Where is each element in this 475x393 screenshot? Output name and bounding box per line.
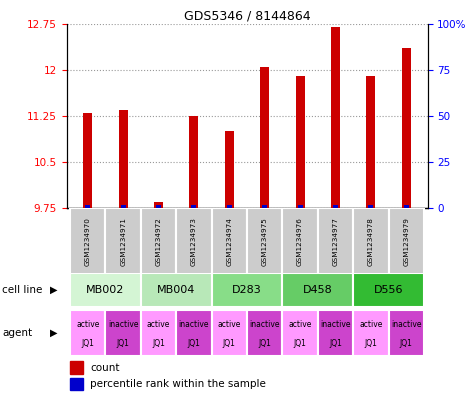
Bar — [331, 27, 340, 208]
Text: JQ1: JQ1 — [81, 338, 94, 347]
Bar — [298, 205, 303, 208]
Text: active: active — [147, 320, 170, 329]
Bar — [211, 208, 247, 275]
Bar — [70, 378, 83, 390]
Bar — [353, 208, 389, 275]
Bar — [353, 273, 424, 307]
Bar — [70, 208, 105, 275]
Text: ▶: ▶ — [50, 328, 57, 338]
Bar — [333, 205, 338, 208]
Bar — [86, 205, 90, 208]
Bar — [121, 205, 125, 208]
Text: cell line: cell line — [2, 285, 43, 295]
Bar — [247, 208, 283, 275]
Bar — [211, 273, 283, 307]
Bar — [262, 205, 267, 208]
Bar — [366, 76, 375, 208]
Text: GSM1234977: GSM1234977 — [332, 217, 339, 266]
Text: D556: D556 — [374, 285, 403, 295]
Bar — [119, 110, 128, 208]
Bar — [141, 273, 211, 307]
Text: D283: D283 — [232, 285, 262, 295]
Text: JQ1: JQ1 — [258, 338, 271, 347]
Bar — [191, 205, 196, 208]
Text: GSM1234971: GSM1234971 — [120, 217, 126, 266]
Text: GSM1234974: GSM1234974 — [226, 217, 232, 266]
Bar — [283, 273, 353, 307]
Bar — [260, 67, 269, 208]
Text: count: count — [90, 362, 120, 373]
Bar — [211, 310, 247, 356]
Bar — [176, 310, 211, 356]
Text: JQ1: JQ1 — [117, 338, 130, 347]
Bar — [156, 205, 161, 208]
Text: active: active — [218, 320, 241, 329]
Text: D458: D458 — [303, 285, 332, 295]
Text: GSM1234979: GSM1234979 — [403, 217, 409, 266]
Text: inactive: inactive — [249, 320, 280, 329]
Bar — [70, 310, 105, 356]
Bar — [70, 273, 141, 307]
Bar — [70, 361, 83, 373]
Text: GSM1234973: GSM1234973 — [191, 217, 197, 266]
Text: percentile rank within the sample: percentile rank within the sample — [90, 379, 266, 389]
Text: active: active — [76, 320, 99, 329]
Bar — [369, 205, 373, 208]
Bar — [227, 205, 232, 208]
Bar — [105, 208, 141, 275]
Text: inactive: inactive — [179, 320, 209, 329]
Bar — [283, 208, 318, 275]
Text: JQ1: JQ1 — [188, 338, 200, 347]
Text: JQ1: JQ1 — [400, 338, 413, 347]
Text: ▶: ▶ — [50, 285, 57, 295]
Text: inactive: inactive — [108, 320, 138, 329]
Text: JQ1: JQ1 — [329, 338, 342, 347]
Text: GSM1234978: GSM1234978 — [368, 217, 374, 266]
Text: JQ1: JQ1 — [294, 338, 306, 347]
Title: GDS5346 / 8144864: GDS5346 / 8144864 — [184, 9, 310, 22]
Text: active: active — [359, 320, 382, 329]
Text: GSM1234970: GSM1234970 — [85, 217, 91, 266]
Text: MB004: MB004 — [157, 285, 195, 295]
Bar — [141, 208, 176, 275]
Text: GSM1234976: GSM1234976 — [297, 217, 303, 266]
Bar — [353, 310, 389, 356]
Bar — [283, 310, 318, 356]
Text: inactive: inactive — [320, 320, 351, 329]
Text: inactive: inactive — [391, 320, 421, 329]
Text: JQ1: JQ1 — [364, 338, 377, 347]
Bar — [389, 208, 424, 275]
Bar — [402, 48, 411, 208]
Text: MB002: MB002 — [86, 285, 124, 295]
Bar — [389, 310, 424, 356]
Text: JQ1: JQ1 — [152, 338, 165, 347]
Text: active: active — [288, 320, 312, 329]
Bar — [404, 205, 408, 208]
Bar — [318, 208, 353, 275]
Bar — [190, 116, 199, 208]
Bar — [318, 310, 353, 356]
Bar — [105, 310, 141, 356]
Bar — [225, 131, 234, 208]
Bar — [154, 202, 163, 208]
Bar — [141, 310, 176, 356]
Bar — [295, 76, 304, 208]
Text: JQ1: JQ1 — [223, 338, 236, 347]
Bar — [247, 310, 283, 356]
Bar — [83, 113, 92, 208]
Text: GSM1234972: GSM1234972 — [155, 217, 162, 266]
Text: agent: agent — [2, 328, 32, 338]
Bar — [176, 208, 211, 275]
Text: GSM1234975: GSM1234975 — [262, 217, 268, 266]
